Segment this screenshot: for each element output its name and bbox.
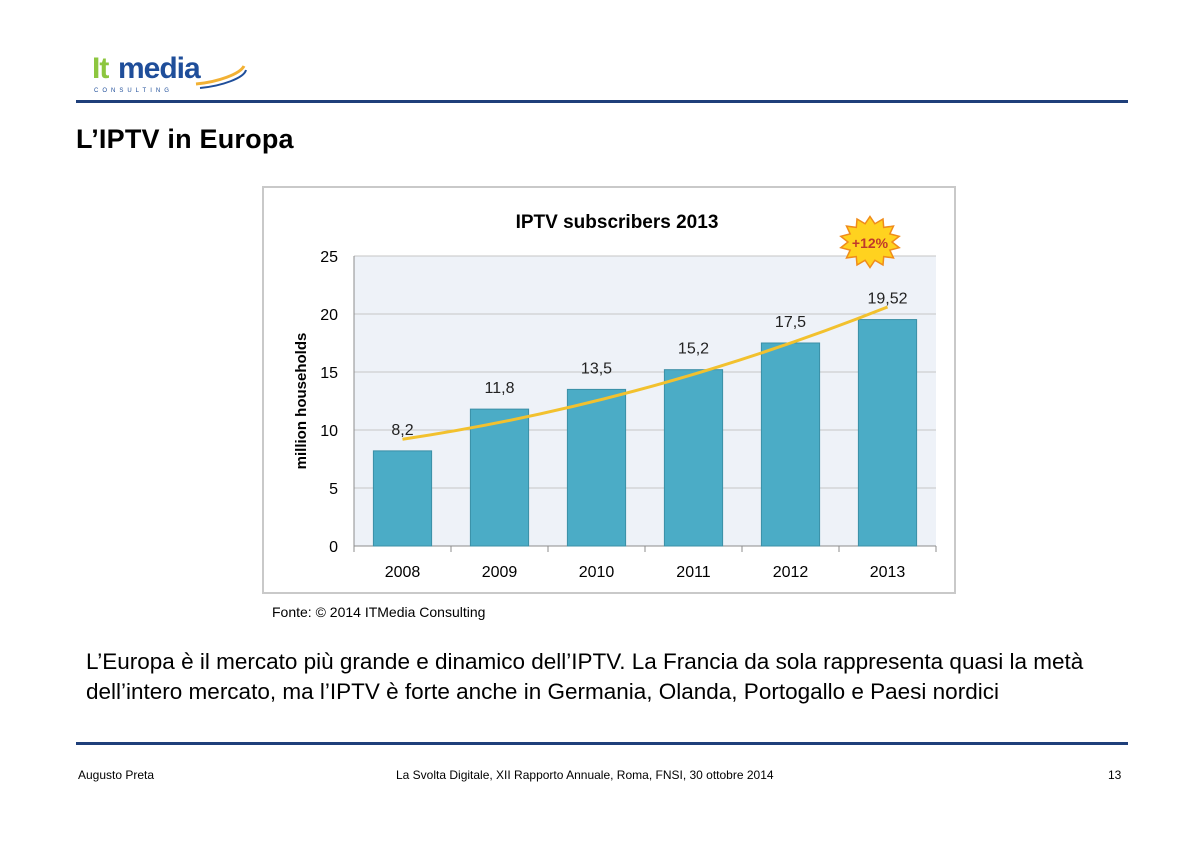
data-label-2011: 15,2 (678, 341, 709, 358)
footer-rule (76, 742, 1128, 745)
svg-text:It: It (92, 52, 109, 85)
y-tick-label: 5 (329, 481, 338, 498)
y-tick-label: 20 (320, 307, 338, 324)
chart-frame: 0 5 10 15 20 25 8,2 2008 11,8 2009 13,5 2010 15,2 201… (262, 186, 956, 594)
x-tick-label: 2013 (870, 564, 906, 581)
plot-area (354, 256, 936, 546)
svg-text:CONSULTING: CONSULTING (94, 88, 173, 94)
slide-title: L’IPTV in Europa (76, 124, 294, 154)
bar-2013 (857, 319, 918, 547)
chart-title: IPTV subscribers 2013 (516, 212, 719, 233)
x-tick-label: 2012 (773, 564, 809, 581)
bar-2009 (469, 408, 530, 547)
data-label-2010: 13,5 (581, 360, 612, 377)
x-tick-label: 2011 (676, 564, 711, 581)
trend-line (402, 305, 889, 441)
svg-text:media: media (118, 52, 201, 85)
data-label-2013: 19,52 (867, 291, 907, 308)
x-tick-label: 2009 (482, 564, 518, 581)
growth-badge-burst (839, 215, 901, 269)
growth-badge-label: +12% (852, 235, 889, 251)
data-label-2012: 17,5 (775, 314, 806, 331)
y-axis-label: million households (293, 333, 310, 470)
y-tick-label: 0 (329, 539, 338, 556)
bar-2008 (372, 450, 433, 547)
iptv-bar-chart: 0 5 10 15 20 25 8,2 2008 11,8 2009 13,5 2010 15,2 201… (293, 212, 937, 581)
bar-2012 (760, 342, 821, 547)
footer-event: La Svolta Digitale, XII Rapporto Annuale… (396, 768, 774, 782)
bar-2011 (663, 369, 724, 547)
y-tick-label: 25 (320, 249, 338, 266)
itmedia-logo: It media CONSULTING (92, 52, 247, 94)
data-label-2008: 8,2 (391, 422, 413, 439)
x-tick-label: 2010 (579, 564, 615, 581)
x-tick-label: 2008 (385, 564, 421, 581)
y-tick-label: 15 (320, 365, 338, 382)
page-number: 13 (1108, 768, 1122, 782)
source-note: Fonte: © 2014 ITMedia Consulting (272, 604, 486, 620)
bar-2010 (566, 388, 627, 547)
y-tick-label: 10 (320, 423, 338, 440)
header-rule (76, 100, 1128, 103)
footer-author: Augusto Preta (78, 768, 155, 782)
data-label-2009: 11,8 (485, 380, 515, 397)
body-paragraph: L’Europa è il mercato più grande e dinam… (86, 649, 1084, 704)
